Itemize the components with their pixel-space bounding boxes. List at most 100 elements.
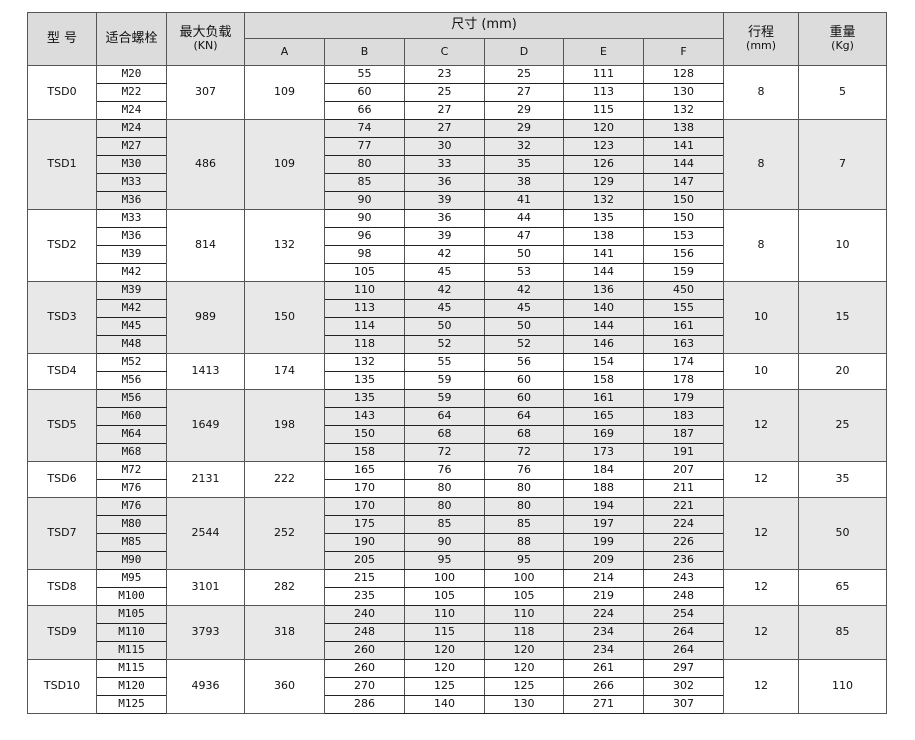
dim-b-cell: 135	[324, 389, 405, 408]
dim-b-cell: 110	[324, 281, 405, 300]
dim-f-cell: 130	[642, 83, 725, 102]
table-row: TSD8 M95 3101 282 215 100 100 214 243 12 65	[27, 569, 888, 606]
table-row: M42 105 45 53 144 159	[28, 263, 887, 282]
bolt-cell: M115	[96, 659, 167, 678]
dim-a-cell: 109	[244, 65, 325, 120]
dim-c-cell: 120	[404, 641, 485, 660]
dim-e-cell: 136	[563, 281, 644, 300]
dim-e-cell: 115	[563, 101, 644, 120]
weight-cell: 85	[798, 605, 888, 660]
dim-d-cell: 41	[484, 191, 564, 210]
bolt-cell: M24	[96, 119, 167, 138]
dim-b-cell: 150	[324, 425, 405, 444]
weight-cell: 50	[798, 497, 888, 570]
dim-c-cell: 52	[404, 335, 485, 354]
dim-d-cell: 50	[484, 245, 564, 264]
dim-b-cell: 55	[324, 65, 405, 84]
dim-d-cell: 120	[484, 659, 564, 678]
dim-f-cell: 307	[642, 695, 725, 714]
dim-a-cell: 198	[244, 389, 325, 462]
dim-f-cell: 211	[642, 479, 725, 498]
bolt-cell: M20	[96, 65, 167, 84]
max-load-cell: 3101	[166, 569, 245, 606]
dim-d-cell: 29	[484, 101, 564, 120]
dim-f-cell: 138	[642, 119, 725, 138]
stroke-label: 行程	[748, 24, 775, 40]
dim-e-cell: 123	[563, 137, 644, 156]
max-load-cell: 1649	[166, 389, 245, 462]
dim-f-cell: 147	[642, 173, 725, 192]
table-row: TSD3 M39 989 150 110 42 42 136 450 10 15	[27, 281, 888, 354]
weight-unit: (Kg)	[831, 39, 854, 53]
dim-d-cell: 80	[484, 497, 564, 516]
dim-e-cell: 214	[563, 569, 644, 588]
bolt-cell: M68	[96, 443, 167, 462]
table-row: TSD9 M105 3793 318 240 110 110 224 254 12 85	[27, 605, 888, 660]
bolt-cell: M30	[96, 155, 167, 174]
max-load-cell: 4936	[166, 659, 245, 714]
dim-b-cell: 113	[324, 299, 405, 318]
bolt-cell: M33	[96, 209, 167, 228]
dim-e-cell: 188	[563, 479, 644, 498]
dim-b-cell: 77	[324, 137, 405, 156]
dim-e-cell: 234	[563, 641, 644, 660]
dim-f-cell: 155	[642, 299, 725, 318]
dim-d-cell: 95	[484, 551, 564, 570]
bolt-cell: M115	[96, 641, 167, 660]
max-load-cell: 2544	[166, 497, 245, 570]
table-row: M100 235 105 105 219 248	[28, 587, 887, 606]
dim-f-cell: 302	[642, 677, 725, 696]
weight-cell: 15	[798, 281, 888, 354]
dim-e-cell: 197	[563, 515, 644, 534]
header-dim-e: E	[563, 38, 644, 66]
dim-d-cell: 110	[484, 605, 564, 624]
weight-cell: 7	[798, 119, 888, 210]
dim-d-cell: 85	[484, 515, 564, 534]
dim-e-cell: 184	[563, 461, 644, 480]
dim-f-cell: 264	[642, 623, 725, 642]
dim-e-cell: 165	[563, 407, 644, 426]
dim-b-cell: 260	[324, 659, 405, 678]
dim-c-cell: 55	[404, 353, 485, 372]
dim-f-cell: 187	[642, 425, 725, 444]
header-dim-a: A	[244, 38, 325, 66]
dim-e-cell: 144	[563, 317, 644, 336]
dim-e-cell: 173	[563, 443, 644, 462]
dim-c-cell: 140	[404, 695, 485, 714]
dim-c-cell: 110	[404, 605, 485, 624]
bolt-cell: M36	[96, 227, 167, 246]
model-cell: TSD5	[27, 389, 97, 462]
bolt-cell: M42	[96, 263, 167, 282]
table-row: M64 150 68 68 169 187	[28, 425, 887, 444]
dim-b-cell: 80	[324, 155, 405, 174]
dim-c-cell: 72	[404, 443, 485, 462]
dim-c-cell: 64	[404, 407, 485, 426]
bolt-cell: M52	[96, 353, 167, 372]
dim-e-cell: 120	[563, 119, 644, 138]
stroke-cell: 8	[723, 209, 800, 282]
dim-b-cell: 105	[324, 263, 405, 282]
bolt-cell: M48	[96, 335, 167, 354]
dim-c-cell: 39	[404, 227, 485, 246]
header-dim-b: B	[324, 38, 405, 66]
model-cell: TSD8	[27, 569, 97, 606]
dim-f-cell: 153	[642, 227, 725, 246]
dim-f-cell: 174	[642, 353, 725, 372]
max-load-cell: 989	[166, 281, 245, 354]
dim-f-cell: 150	[642, 191, 725, 210]
table-row: M30 80 33 35 126 144	[28, 155, 887, 174]
max-load-cell: 814	[166, 209, 245, 282]
dim-c-cell: 90	[404, 533, 485, 552]
bolt-cell: M56	[96, 389, 167, 408]
bolt-cell: M85	[96, 533, 167, 552]
bolt-cell: M27	[96, 137, 167, 156]
table-row: M80 175 85 85 197 224	[28, 515, 887, 534]
dim-b-cell: 135	[324, 371, 405, 390]
dim-e-cell: 271	[563, 695, 644, 714]
bolt-cell: M110	[96, 623, 167, 642]
dim-d-cell: 88	[484, 533, 564, 552]
bolt-cell: M56	[96, 371, 167, 390]
bolt-cell: M120	[96, 677, 167, 696]
dim-d-cell: 130	[484, 695, 564, 714]
dim-d-cell: 38	[484, 173, 564, 192]
